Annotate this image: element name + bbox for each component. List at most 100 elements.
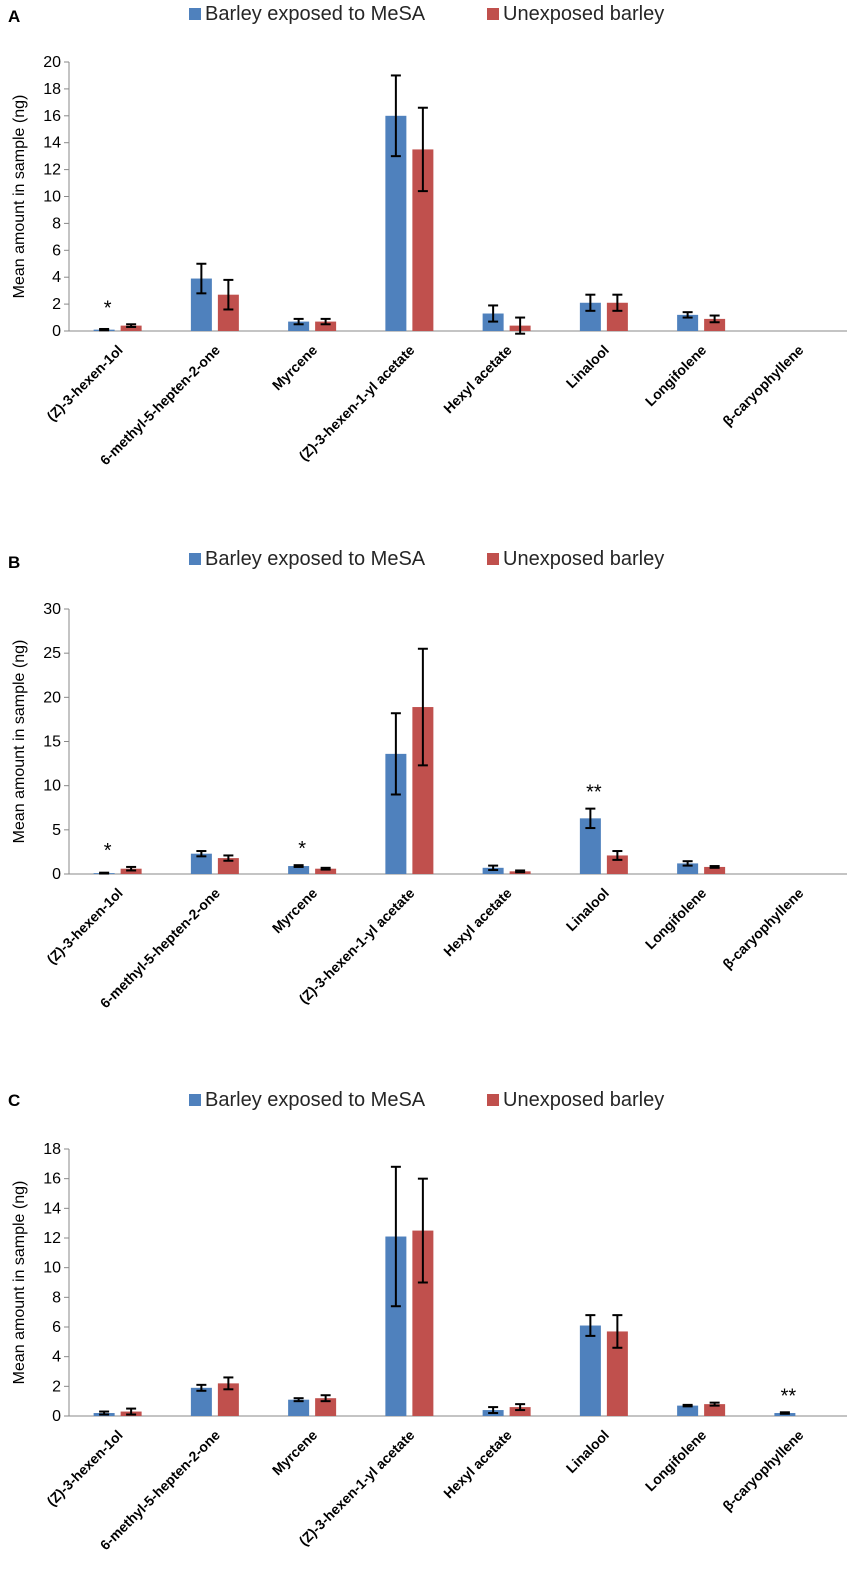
bar-0-5 [579,818,601,874]
y-tick-label: 8 [52,215,61,232]
bar-1-6 [704,1404,726,1416]
legend-swatch-0 [189,8,201,20]
significance-marker: * [104,297,112,319]
legend-label-1: Unexposed barley [503,1089,664,1111]
bar-0-2 [288,866,310,874]
category-label: Longifolene [642,885,710,953]
bar-1-1 [217,294,239,331]
significance-marker: ** [781,1385,797,1407]
y-tick-label: 12 [43,1230,61,1247]
category-label: Longifolene [642,342,710,410]
category-label: Longifolene [642,1427,710,1495]
category-label: (Z)-3-hexen-1ol [43,342,125,424]
category-label: Myrcene [269,1427,321,1479]
y-tick-label: 12 [43,162,61,179]
legend-label-0: Barley exposed to MeSA [205,548,426,570]
category-label: (Z)-3-hexen-1-yl acetate [296,342,418,464]
bar-1-3 [412,1230,434,1416]
y-tick-label: 25 [43,645,61,662]
bar-0-6 [677,1405,699,1416]
significance-marker: * [104,840,112,862]
legend-swatch-1 [487,1094,499,1106]
bar-1-2 [315,321,337,331]
bar-0-6 [677,863,699,874]
bar-0-1 [190,278,212,331]
bar-0-3 [385,1236,407,1416]
bar-0-2 [288,1399,310,1416]
bar-1-3 [412,149,434,331]
category-label: Hexyl acetate [440,1427,515,1502]
bar-0-6 [677,314,699,331]
bar-0-1 [190,853,212,874]
bar-0-2 [288,321,310,331]
category-label: Linalool [563,1427,612,1476]
y-tick-label: 4 [52,269,61,286]
y-tick-label: 0 [52,323,61,340]
legend-swatch-0 [189,553,201,565]
chart-panel-a: A Barley exposed to MeSA Unexposed barley M… [8,3,847,468]
legend-label-0: Barley exposed to MeSA [205,3,426,25]
y-tick-label: 30 [43,601,61,618]
category-label: Linalool [563,885,612,934]
bar-0-1 [190,1387,212,1416]
bar-1-0 [120,325,142,331]
category-label: (Z)-3-hexen-1ol [43,885,125,967]
y-tick-label: 2 [52,1378,61,1395]
category-label: (Z)-3-hexen-1-yl acetate [296,1427,418,1549]
category-label: Hexyl acetate [440,885,515,960]
y-tick-label: 10 [43,189,61,206]
y-tick-label: 20 [43,689,61,706]
category-label: Myrcene [269,885,321,937]
y-tick-label: 14 [43,135,61,152]
panel-letter: B [8,553,20,572]
bar-1-2 [315,868,337,874]
category-label: β-caryophyllene [719,1427,806,1514]
y-tick-label: 0 [52,866,61,883]
category-label: Linalool [563,342,612,391]
y-axis-label: Mean amount in sample (ng) [11,640,28,844]
chart-panel-c: C Barley exposed to MeSA Unexposed barley M… [8,1089,847,1553]
significance-marker: * [298,838,306,860]
legend-label-1: Unexposed barley [503,3,664,25]
y-tick-label: 14 [43,1200,61,1217]
y-tick-label: 16 [43,1171,61,1188]
y-axis-label: Mean amount in sample (ng) [11,1181,28,1385]
legend-label-0: Barley exposed to MeSA [205,1089,426,1111]
bar-1-1 [217,858,239,874]
y-axis-label: Mean amount in sample (ng) [11,95,28,299]
category-label: (Z)-3-hexen-1-yl acetate [296,885,418,1007]
bar-1-4 [509,1407,531,1416]
y-tick-label: 18 [43,1141,61,1158]
y-tick-label: 20 [43,54,61,71]
bar-1-2 [315,1398,337,1416]
y-tick-label: 8 [52,1289,61,1306]
bar-1-5 [606,855,628,874]
panel-letter: A [8,7,20,26]
y-tick-label: 15 [43,734,61,751]
bar-0-5 [579,302,601,331]
y-tick-label: 18 [43,81,61,98]
bar-0-3 [385,115,407,331]
category-label: β-caryophyllene [719,885,806,972]
panel-letter: C [8,1091,20,1110]
bar-1-3 [412,707,434,874]
legend-swatch-0 [189,1094,201,1106]
y-tick-label: 2 [52,296,61,313]
category-label: (Z)-3-hexen-1ol [43,1427,125,1509]
y-tick-label: 10 [43,778,61,795]
category-label: Hexyl acetate [440,342,515,417]
y-tick-label: 5 [52,822,61,839]
significance-marker: ** [586,782,602,804]
y-tick-label: 4 [52,1349,61,1366]
bar-0-5 [579,1325,601,1416]
bar-1-5 [606,1331,628,1416]
y-tick-label: 6 [52,1319,61,1336]
bar-1-6 [704,318,726,331]
bar-1-1 [217,1383,239,1416]
y-tick-label: 10 [43,1260,61,1277]
y-tick-label: 16 [43,108,61,125]
bar-1-6 [704,866,726,874]
y-tick-label: 6 [52,242,61,259]
category-label: Myrcene [269,342,321,394]
